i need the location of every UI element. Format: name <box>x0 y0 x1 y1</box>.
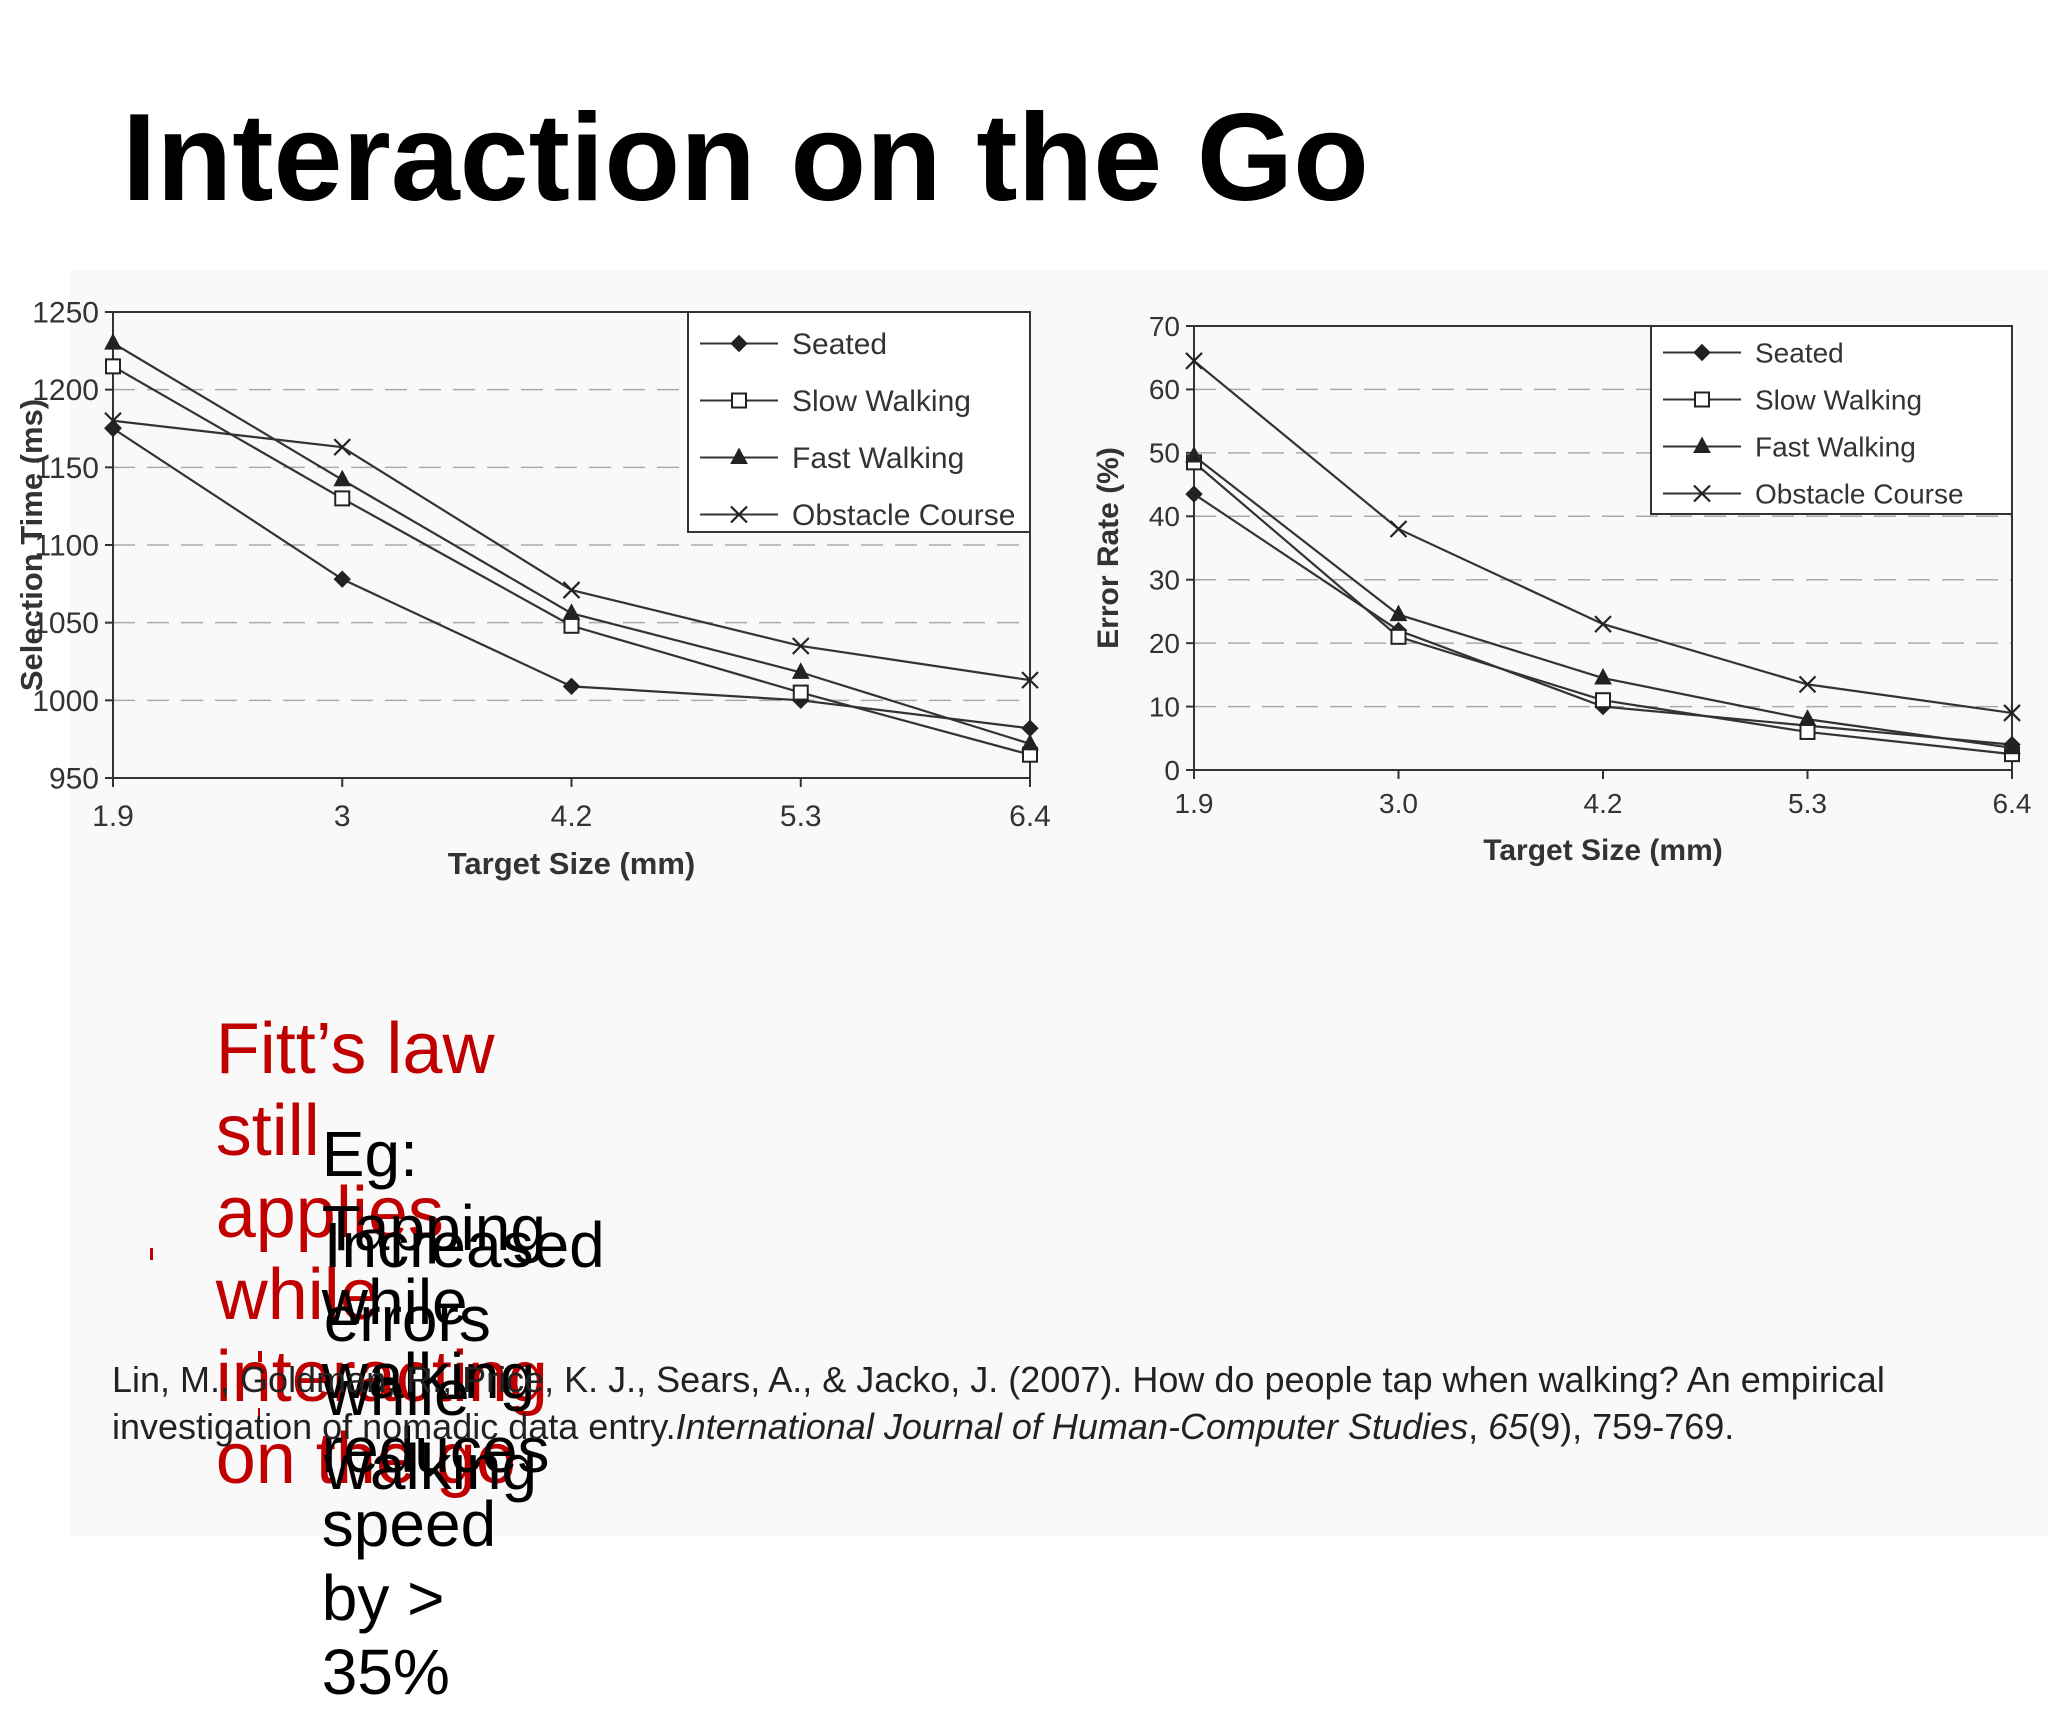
x-tick-label: 5.3 <box>780 800 822 833</box>
y-tick-label: 1000 <box>32 685 99 718</box>
legend-marker <box>1693 436 1711 453</box>
legend-marker <box>730 447 748 464</box>
data-point <box>1185 445 1203 463</box>
legend-label: Slow Walking <box>1755 384 1922 415</box>
bullet-sub-errors: Increased errors while walking <box>258 1208 612 1504</box>
data-point <box>2003 737 2021 755</box>
y-tick-label: 1050 <box>32 607 99 640</box>
data-point <box>2003 704 2021 722</box>
bullet-square-icon <box>150 1248 153 1260</box>
data-point <box>562 677 581 696</box>
selection-time-chart: 950 1000 1050 1100 1150 1200 1250 1.9 3 4.2 5.3 6.4… <box>14 297 1051 882</box>
y-tick-label: 1150 <box>34 452 99 485</box>
x-tick-label: 6.4 <box>1993 788 2032 819</box>
plot-frame <box>112 311 1031 779</box>
data-point <box>333 438 352 456</box>
data-point <box>792 684 809 701</box>
data-point <box>1594 667 1612 685</box>
y-tick-label: 1250 <box>32 297 99 330</box>
x-axis-label: Target Size (mm) <box>448 846 695 881</box>
bullet-square-icon <box>258 1350 262 1362</box>
y-tick-label: 10 <box>1149 691 1180 722</box>
data-point <box>105 358 121 375</box>
y-tick-label: 1200 <box>32 374 99 407</box>
legend-marker <box>1693 484 1711 503</box>
legend-marker <box>1694 391 1710 408</box>
x-tick-label: 4.2 <box>551 800 593 833</box>
legend-box <box>1650 325 2013 515</box>
data-point <box>1798 709 1817 726</box>
data-point <box>333 570 351 588</box>
data-point <box>1389 520 1408 538</box>
x-tick-label: 4.2 <box>1584 788 1623 819</box>
x-tick-label: 1.9 <box>1175 788 1214 819</box>
data-point <box>562 581 581 599</box>
bullet-square-icon <box>258 1407 260 1419</box>
data-point <box>333 469 352 487</box>
citation-separator: , <box>1468 1406 1489 1447</box>
citation-volume: 65 <box>1488 1406 1529 1447</box>
legend-box <box>687 311 1031 533</box>
y-tick-label: 20 <box>1149 628 1180 659</box>
y-tick-label: 1100 <box>34 530 99 563</box>
legend-label: Obstacle Course <box>1755 478 1964 509</box>
y-axis-label: Error Rate (%) <box>1092 447 1125 649</box>
x-tick-label: 1.9 <box>92 800 134 833</box>
x-tick-label: 5.3 <box>1788 788 1827 819</box>
plot-frame <box>1193 325 2013 771</box>
legend-label: Fast Walking <box>1755 431 1916 462</box>
y-tick-label: 950 <box>49 763 99 796</box>
data-point <box>1799 723 1816 740</box>
y-tick-label: 30 <box>1149 565 1180 596</box>
y-tick-label: 70 <box>1149 311 1180 342</box>
data-point <box>1021 733 1039 751</box>
data-point <box>1021 671 1039 689</box>
legend-marker <box>730 505 748 524</box>
data-point <box>791 662 810 679</box>
y-tick-label: 50 <box>1149 438 1180 469</box>
data-point <box>1185 352 1203 370</box>
data-point <box>1389 604 1408 622</box>
x-tick-label: 3.0 <box>1379 788 1418 819</box>
legend-label: Seated <box>1755 337 1844 368</box>
citation-pages: (9), 759-769. <box>1528 1406 1735 1447</box>
legend-marker <box>730 334 748 353</box>
error-rate-chart: 0 10 20 30 40 50 60 70 1.9 3.0 4.2 5.3 6.4 Target Siz… <box>1092 311 2032 867</box>
citation: Lin, M., Goldman, R., Price, K. J., Sear… <box>112 1356 1972 1450</box>
data-point <box>104 333 122 350</box>
legend-label: Slow Walking <box>792 385 971 418</box>
bullet-main-text: Fitt’s law still applies while interacti… <box>215 1009 548 1499</box>
legend-label: Fast Walking <box>792 442 964 475</box>
legend-marker <box>731 392 747 409</box>
citation-authors-title: Lin, M., Goldman, R., Price, K. J., Sear… <box>112 1359 1885 1447</box>
citation-journal: International Journal of Human-Computer … <box>675 1406 1469 1447</box>
data-point <box>562 603 581 620</box>
legend-marker <box>1693 343 1711 362</box>
data-point <box>1595 692 1611 709</box>
bullet-sub-errors-text: Increased errors while walking <box>323 1209 605 1503</box>
data-point <box>1390 628 1407 645</box>
y-tick-label: 0 <box>1164 755 1180 786</box>
legend-label: Obstacle Course <box>792 499 1015 532</box>
data-point <box>334 490 351 507</box>
data-point <box>104 419 122 438</box>
y-tick-label: 40 <box>1149 501 1180 532</box>
x-tick-label: 6.4 <box>1009 800 1051 833</box>
y-tick-label: 60 <box>1149 374 1180 405</box>
y-axis-label: Selection Time (ms) <box>14 399 49 691</box>
x-tick-label: 3 <box>334 800 351 833</box>
data-point <box>104 411 122 430</box>
data-point <box>791 637 810 655</box>
x-axis-label: Target Size (mm) <box>1483 834 1723 867</box>
bullet-main: Fitt’s law still applies while interacti… <box>150 1008 557 1500</box>
slide-title: Interaction on the Go <box>122 89 1369 227</box>
data-point <box>563 617 580 634</box>
data-point <box>1594 615 1612 633</box>
data-point <box>1185 485 1203 503</box>
data-point <box>1798 675 1817 694</box>
legend-label: Seated <box>792 328 887 361</box>
